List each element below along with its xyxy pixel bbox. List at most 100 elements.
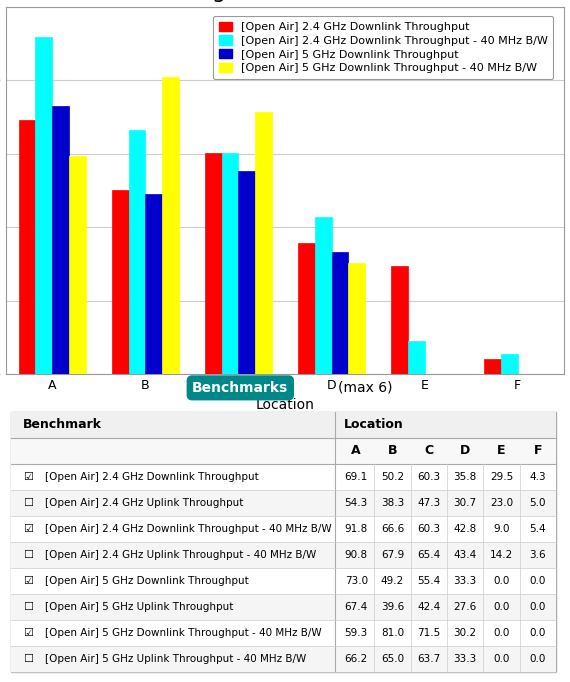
Text: 35.8: 35.8 <box>454 472 477 482</box>
Text: 90.8: 90.8 <box>345 550 368 560</box>
Text: 5.4: 5.4 <box>530 524 546 534</box>
Bar <box>332 252 348 374</box>
Text: 67.4: 67.4 <box>345 602 368 612</box>
Text: 71.5: 71.5 <box>417 628 441 638</box>
Text: [Open Air] 5 GHz Downlink Throughput: [Open Air] 5 GHz Downlink Throughput <box>45 576 249 586</box>
Bar <box>52 106 69 374</box>
Text: 33.3: 33.3 <box>454 654 477 664</box>
Bar <box>11 594 556 620</box>
Text: 69.1: 69.1 <box>345 472 368 482</box>
Text: 14.2: 14.2 <box>490 550 513 560</box>
Text: Benchmark: Benchmark <box>22 419 101 432</box>
Bar <box>129 130 145 374</box>
Text: Benchmarks: Benchmarks <box>192 381 288 395</box>
Bar <box>391 266 408 374</box>
Text: ☑: ☑ <box>23 576 33 586</box>
Text: [Open Air] 2.4 GHz Downlink Throughput - 40 MHz B/W: [Open Air] 2.4 GHz Downlink Throughput -… <box>45 524 331 534</box>
Text: 38.3: 38.3 <box>381 498 404 508</box>
Text: [Open Air] 2.4 GHz Downlink Throughput: [Open Air] 2.4 GHz Downlink Throughput <box>45 472 259 482</box>
Text: 73.0: 73.0 <box>345 576 368 586</box>
Bar <box>11 620 556 646</box>
Text: 5.0: 5.0 <box>530 498 546 508</box>
Text: 27.6: 27.6 <box>454 602 477 612</box>
Legend: [Open Air] 2.4 GHz Downlink Throughput, [Open Air] 2.4 GHz Downlink Throughput -: [Open Air] 2.4 GHz Downlink Throughput, … <box>213 16 553 79</box>
Text: 67.9: 67.9 <box>381 550 404 560</box>
Bar <box>145 194 162 374</box>
Bar <box>315 217 332 374</box>
Text: 4.3: 4.3 <box>530 472 546 482</box>
Text: 65.4: 65.4 <box>417 550 441 560</box>
Text: 66.6: 66.6 <box>381 524 404 534</box>
Bar <box>205 153 222 374</box>
Text: ☑: ☑ <box>23 524 33 534</box>
Text: 0.0: 0.0 <box>530 602 546 612</box>
Bar <box>11 568 556 594</box>
Text: 30.2: 30.2 <box>454 628 477 638</box>
Text: 0.0: 0.0 <box>530 576 546 586</box>
Text: 0.0: 0.0 <box>493 602 510 612</box>
Text: 47.3: 47.3 <box>417 498 441 508</box>
Text: ☐: ☐ <box>23 550 33 560</box>
Text: A: A <box>352 445 361 458</box>
Text: B: B <box>388 445 397 458</box>
Bar <box>11 490 556 516</box>
Text: 9.0: 9.0 <box>493 524 510 534</box>
Bar <box>298 243 315 374</box>
Text: F: F <box>534 445 542 458</box>
X-axis label: Location: Location <box>255 398 315 412</box>
Text: 23.0: 23.0 <box>490 498 513 508</box>
Text: C: C <box>424 445 433 458</box>
Text: 43.4: 43.4 <box>454 550 477 560</box>
Text: ☐: ☐ <box>23 498 33 508</box>
Bar <box>501 355 518 374</box>
Text: 66.2: 66.2 <box>345 654 368 664</box>
Text: 50.2: 50.2 <box>381 472 404 482</box>
Bar <box>11 516 556 542</box>
Text: 42.8: 42.8 <box>454 524 477 534</box>
Text: 39.6: 39.6 <box>381 602 404 612</box>
Text: 55.4: 55.4 <box>417 576 441 586</box>
Bar <box>112 190 129 374</box>
Text: 0.0: 0.0 <box>493 654 510 664</box>
Text: 29.5: 29.5 <box>490 472 513 482</box>
Text: Location: Location <box>344 419 404 432</box>
Text: 0.0: 0.0 <box>493 628 510 638</box>
Text: [Open Air] 5 GHz Uplink Throughput - 40 MHz B/W: [Open Air] 5 GHz Uplink Throughput - 40 … <box>45 654 306 664</box>
Text: (max 6): (max 6) <box>338 381 393 395</box>
Text: 65.0: 65.0 <box>381 654 404 664</box>
Bar <box>408 341 425 374</box>
Text: ☑: ☑ <box>23 628 33 638</box>
Text: 0.0: 0.0 <box>530 654 546 664</box>
Text: [Open Air] 2.4 GHz Uplink Throughput - 40 MHz B/W: [Open Air] 2.4 GHz Uplink Throughput - 4… <box>45 550 316 560</box>
Text: ☐: ☐ <box>23 654 33 664</box>
Text: 81.0: 81.0 <box>381 628 404 638</box>
Text: 30.7: 30.7 <box>454 498 477 508</box>
Text: 33.3: 33.3 <box>454 576 477 586</box>
Bar <box>11 542 556 568</box>
Bar <box>348 263 365 374</box>
Text: 49.2: 49.2 <box>381 576 404 586</box>
Text: 3.6: 3.6 <box>530 550 546 560</box>
Text: E: E <box>497 445 506 458</box>
Text: 91.8: 91.8 <box>345 524 368 534</box>
Bar <box>11 412 556 672</box>
Bar <box>11 412 556 438</box>
Bar <box>19 121 35 374</box>
Bar <box>255 112 272 374</box>
Text: 60.3: 60.3 <box>417 524 441 534</box>
Text: ☑: ☑ <box>23 472 33 482</box>
Text: 54.3: 54.3 <box>345 498 368 508</box>
Bar <box>11 438 556 464</box>
Bar <box>11 646 556 672</box>
Bar <box>162 76 179 374</box>
Text: 63.7: 63.7 <box>417 654 441 664</box>
Text: 60.3: 60.3 <box>417 472 441 482</box>
Text: [Open Air] 5 GHz Downlink Throughput - 40 MHz B/W: [Open Air] 5 GHz Downlink Throughput - 4… <box>45 628 321 638</box>
Bar <box>35 37 52 374</box>
Bar <box>484 359 501 374</box>
Bar <box>11 464 556 490</box>
Text: 0.0: 0.0 <box>530 628 546 638</box>
Text: 0.0: 0.0 <box>493 576 510 586</box>
Text: 59.3: 59.3 <box>345 628 368 638</box>
Text: ☐: ☐ <box>23 602 33 612</box>
